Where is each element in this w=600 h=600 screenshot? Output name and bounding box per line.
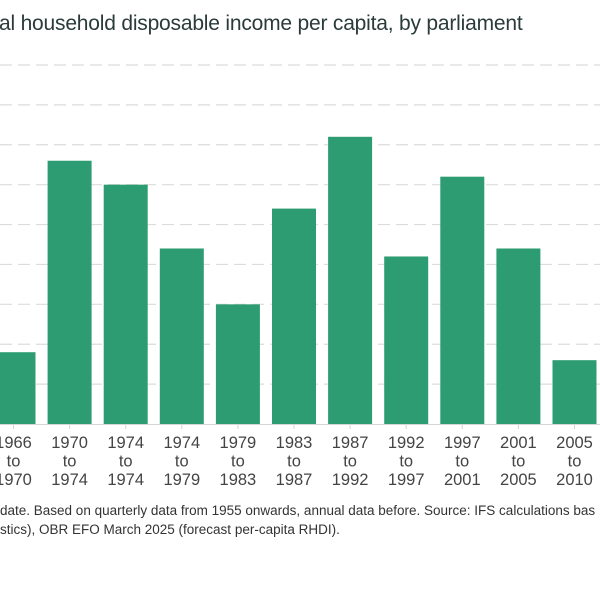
bar xyxy=(272,208,316,424)
bar xyxy=(552,360,597,424)
footnote-line-2: stics), OBR EFO March 2025 (forecast per… xyxy=(0,522,340,537)
x-tick-label: 2001 xyxy=(444,471,481,489)
x-tick-label: 1974 xyxy=(107,471,144,489)
bar xyxy=(496,248,541,424)
x-tick-label: to xyxy=(399,453,413,471)
bar-chart: 1966to19701970to19741974to19741974to1979… xyxy=(0,64,600,489)
bar xyxy=(440,176,485,424)
bar xyxy=(159,248,204,424)
bar xyxy=(328,136,373,425)
x-tick-label: to xyxy=(63,453,77,471)
x-tick-label: 1992 xyxy=(388,434,425,452)
x-tick-label: to xyxy=(343,453,357,471)
x-tick-label: to xyxy=(287,453,301,471)
x-tick-label: 1970 xyxy=(0,471,32,489)
x-tick-label: 1974 xyxy=(107,434,144,452)
x-tick-label: 1997 xyxy=(444,434,481,452)
x-tick-label: 1987 xyxy=(332,434,369,452)
bar xyxy=(0,352,36,424)
x-tick-label: to xyxy=(119,453,133,471)
footnote-line-1: date. Based on quarterly data from 1955 … xyxy=(0,503,596,518)
bar xyxy=(215,304,260,424)
x-tick-label: to xyxy=(7,453,21,471)
x-tick-label: 1974 xyxy=(51,471,88,489)
x-tick-label: 2005 xyxy=(500,471,537,489)
x-tick-label: 2010 xyxy=(556,471,593,489)
x-tick-label: 1987 xyxy=(276,471,313,489)
chart-title: al household disposable income per capit… xyxy=(0,12,523,35)
x-tick-label: to xyxy=(512,453,526,471)
x-tick-label: 1979 xyxy=(163,471,200,489)
x-tick-label: 2005 xyxy=(556,434,593,452)
x-tick-label: 1983 xyxy=(276,434,313,452)
x-tick-label: to xyxy=(568,453,582,471)
x-tick-label: 1983 xyxy=(220,471,257,489)
x-tick-label: to xyxy=(231,453,245,471)
x-tick-label: 1992 xyxy=(332,471,369,489)
x-tick-label: 1966 xyxy=(0,434,32,452)
bar xyxy=(47,160,92,424)
x-tick-label: 1974 xyxy=(163,434,200,452)
x-tick-label: 2001 xyxy=(500,434,537,452)
x-tick-label: 1997 xyxy=(388,471,425,489)
bar xyxy=(384,256,429,424)
x-tick-label: to xyxy=(175,453,189,471)
x-tick-label: 1970 xyxy=(51,434,88,452)
x-tick-label: to xyxy=(455,453,469,471)
x-tick-label: 1979 xyxy=(220,434,257,452)
bar xyxy=(103,184,148,424)
